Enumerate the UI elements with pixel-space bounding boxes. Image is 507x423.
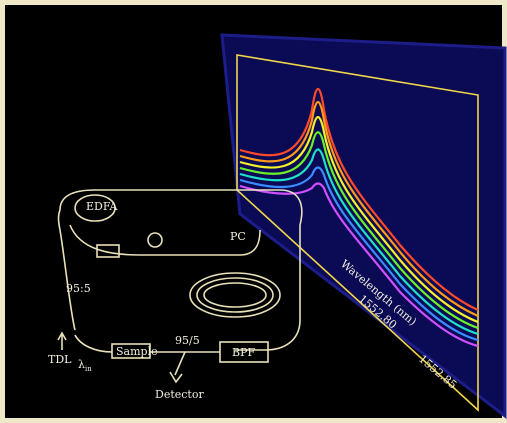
detector-label: Detector — [155, 388, 204, 401]
source-label: TDL — [48, 353, 72, 366]
controller-label: PC — [230, 230, 246, 243]
amplifier-label: EDFA — [86, 200, 119, 213]
sample-label: Sample — [116, 345, 158, 358]
input-symbol: λ — [78, 358, 85, 371]
filter-label: BPF — [232, 346, 255, 359]
illustration: Wavelength (nm) 1552.80 1552.85 EDFA PC … — [0, 0, 507, 423]
input-subscript: in — [85, 365, 92, 373]
coupler-label: 95/5 — [175, 334, 200, 347]
coupler-label: 95:5 — [66, 282, 91, 295]
